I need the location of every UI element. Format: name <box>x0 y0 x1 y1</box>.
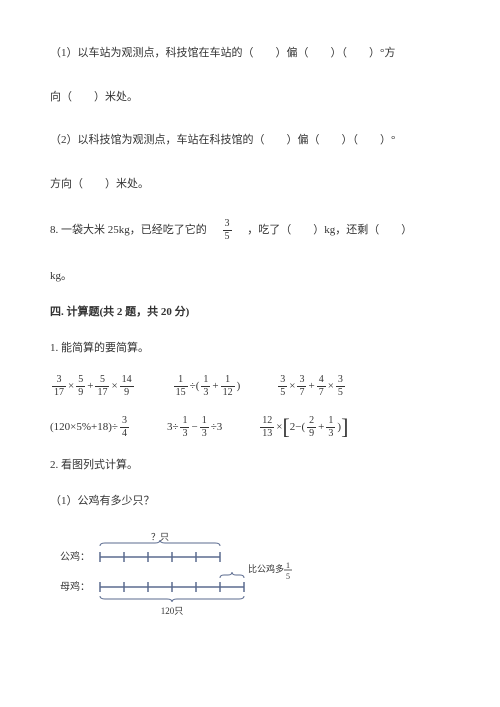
diagram-bottom-label: 120只 <box>161 606 184 616</box>
q8-text-pre: 8. 一袋大米 25kg，已经吃了它的 <box>50 224 218 236</box>
top-brace <box>100 540 220 546</box>
svg-text:5: 5 <box>286 572 290 581</box>
q8-text-mid: ，吃了（ ）kg，还剩（ ） <box>236 224 412 236</box>
calc2-q1: （1）公鸡有多少只？ <box>50 493 450 511</box>
q7-part2-line1: （2）以科技馆为观测点，车站在科技馆的（ ）偏（ ）（ ）° <box>50 132 450 150</box>
expr-2c: 1213×[2−(29+13)] <box>258 416 348 439</box>
bar-diagram: ？只 公鸡： 母鸡： 比公鸡多 1 5 120只 <box>60 530 450 625</box>
expr-1c: 35×37+47×35 <box>276 375 347 398</box>
q8-frac-num: 3 <box>223 219 232 231</box>
expr-2a: (120×5%+18)÷34 <box>50 416 131 439</box>
bottom-brace <box>100 596 244 602</box>
extra-brace <box>220 572 244 578</box>
calc1-heading: 1. 能简算的要简算。 <box>50 340 450 358</box>
q7-part1-line1: （1）以车站为观测点，科技馆在车站的（ ）偏（ ）（ ）°方 <box>50 45 450 63</box>
q8-fraction: 3 5 <box>223 219 232 242</box>
calc2-heading: 2. 看图列式计算。 <box>50 457 450 475</box>
label-gongji: 公鸡： <box>60 550 90 563</box>
expr-row-2: (120×5%+18)÷34 3÷13−13÷3 1213×[2−(29+13)… <box>50 416 450 439</box>
svg-text:1: 1 <box>286 561 290 570</box>
expr-row-1: 317×59+517×149 115÷(13+112) 35×37+47×35 <box>50 375 450 398</box>
q7-part2-line2: 方向（ ）米处。 <box>50 176 450 194</box>
label-muji: 母鸡： <box>60 580 90 593</box>
expr-1b: 115÷(13+112) <box>172 375 241 398</box>
q8-frac-den: 5 <box>223 231 232 242</box>
q8-line2: kg。 <box>50 268 450 286</box>
q7-part1-line2: 向（ ）米处。 <box>50 89 450 107</box>
label-extra: 比公鸡多 <box>248 563 284 574</box>
section4-heading: 四. 计算题(共 2 题，共 20 分) <box>50 304 450 322</box>
q8-line1: 8. 一袋大米 25kg，已经吃了它的 3 5 ，吃了（ ）kg，还剩（ ） <box>50 219 450 242</box>
diagram-svg: ？只 公鸡： 母鸡： 比公鸡多 1 5 120只 <box>60 530 320 625</box>
expr-2b: 3÷13−13÷3 <box>167 416 222 439</box>
expr-1a: 317×59+517×149 <box>50 375 136 398</box>
